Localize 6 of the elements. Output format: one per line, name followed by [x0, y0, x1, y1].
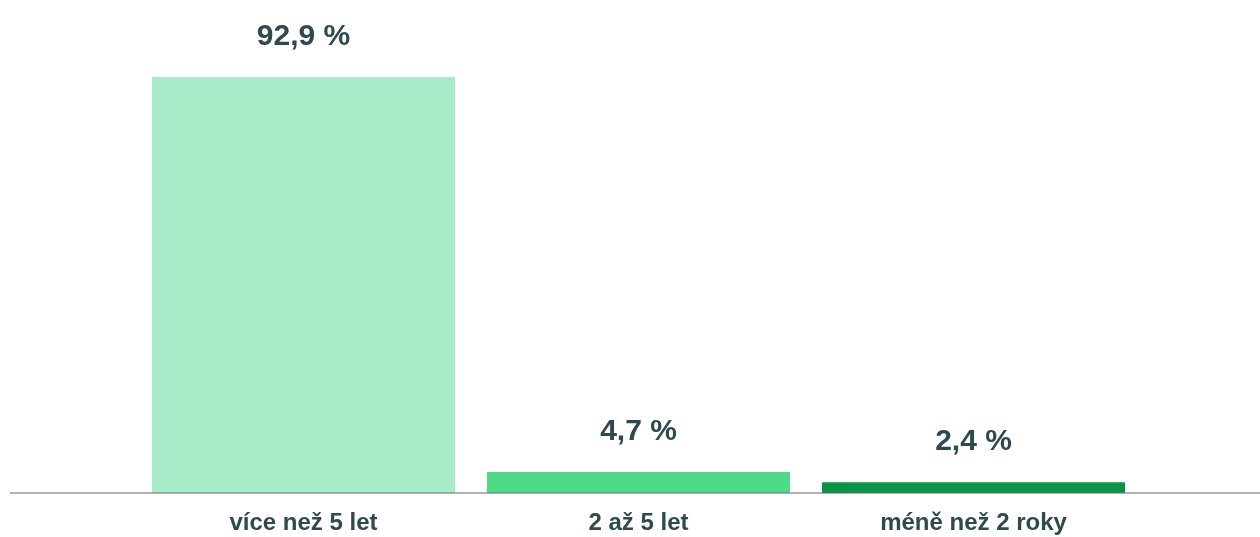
x-tick-label: 2 až 5 let: [588, 508, 689, 536]
x-tick-label: více než 5 let: [229, 508, 378, 536]
x-tick-label: méně než 2 roky: [880, 508, 1068, 536]
data-label: 4,7 %: [600, 412, 677, 446]
data-label: 92,9 %: [256, 18, 351, 51]
data-label: 2,4 %: [935, 423, 1012, 457]
